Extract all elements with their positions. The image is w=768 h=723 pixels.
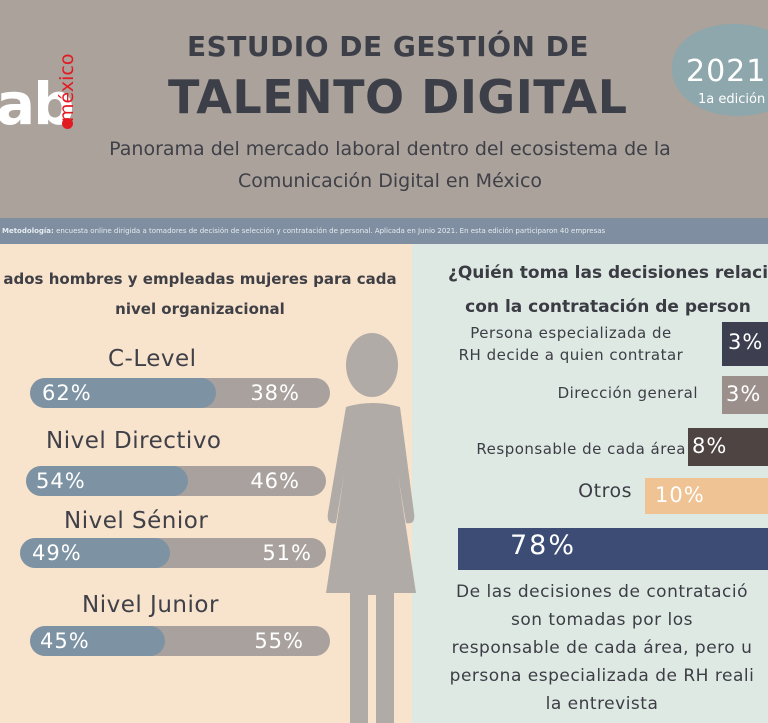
bar-segment-junior-first xyxy=(30,626,165,656)
bar-segment-directivo-first xyxy=(26,466,188,496)
highlight-bar xyxy=(458,528,768,570)
gender-bar-directivo: 54% 46% xyxy=(26,466,326,496)
methodology-label: Metodología: xyxy=(2,227,54,235)
edition-badge xyxy=(672,24,768,116)
pct-c-level-second: 38% xyxy=(250,381,300,405)
decision-label-otros: Otros xyxy=(578,480,632,502)
highlight-value: 78% xyxy=(510,530,577,561)
woman-silhouette-icon xyxy=(326,333,416,723)
pct-senior-first: 49% xyxy=(32,541,82,565)
caption-line-5: la entrevista xyxy=(545,694,659,714)
badge-year: 2021 xyxy=(686,54,767,89)
logo-dot-icon xyxy=(62,118,73,129)
header-banner xyxy=(0,0,768,218)
subtitle-line-1: Panorama del mercado laboral dentro del … xyxy=(109,138,671,160)
decision-value-rh: 3% xyxy=(728,330,764,354)
caption-line-4: persona especializada de RH reali xyxy=(449,666,755,686)
decision-value-otros: 10% xyxy=(655,483,705,507)
title-line-1: ESTUDIO DE GESTIÓN DE xyxy=(186,30,590,63)
gender-bar-senior: 49% 51% xyxy=(20,538,326,568)
decision-bar-responsable: 8% xyxy=(688,428,768,466)
caption-line-1: De las decisiones de contratació xyxy=(456,582,748,602)
gender-bar-c-level: 62% 38% xyxy=(30,378,330,408)
methodology-strip: Metodología: encuesta online dirigida a … xyxy=(0,218,768,244)
pct-directivo-first: 54% xyxy=(36,469,86,493)
methodology-text: encuesta online dirigida a tomadores de … xyxy=(53,227,606,235)
decision-label-rh: Persona especializada de RH decide a qui… xyxy=(440,322,702,366)
badge-edition: 1a edición xyxy=(698,92,766,107)
title-line-2: TALENTO DIGITAL xyxy=(168,70,628,124)
decision-label-rh-line-1: Persona especializada de xyxy=(470,324,672,342)
level-label-senior: Nivel Sénior xyxy=(64,508,209,534)
decision-label-direccion: Dirección general xyxy=(557,384,698,402)
decision-bar-otros: 10% xyxy=(645,478,768,514)
decision-value-direccion: 3% xyxy=(726,382,762,406)
decision-label-responsable: Responsable de cada área xyxy=(476,440,686,458)
level-label-directivo: Nivel Directivo xyxy=(46,428,222,454)
pct-directivo-second: 46% xyxy=(250,469,300,493)
gender-chart-title-line-1: ados hombres y empleadas mujeres para ca… xyxy=(3,270,397,288)
caption-line-3: responsable de cada área, pero u xyxy=(451,638,753,658)
gender-chart-title-line-2: nivel organizacional xyxy=(115,300,285,318)
decision-bar-rh: 3% xyxy=(722,322,768,366)
bar-segment-c-level-first xyxy=(30,378,216,408)
pct-c-level-first: 62% xyxy=(42,381,92,405)
gender-chart-title: ados hombres y empleadas mujeres para ca… xyxy=(0,264,400,324)
highlight-caption: De las decisiones de contratació son tom… xyxy=(416,578,768,718)
caption-line-2: son tomadas por los xyxy=(510,610,693,630)
decision-label-rh-line-2: RH decide a quien contratar xyxy=(458,346,684,364)
decision-chart-title: ¿Quién toma las decisiones relaci con la… xyxy=(438,256,768,324)
bar-segment-senior-first xyxy=(20,538,170,568)
subtitle-line-2: Comunicación Digital en México xyxy=(237,170,543,192)
subtitle: Panorama del mercado laboral dentro del … xyxy=(80,133,700,197)
level-label-c-level: C-Level xyxy=(108,346,197,372)
decision-chart-title-line-1: ¿Quién toma las decisiones relaci xyxy=(447,263,768,283)
decision-value-responsable: 8% xyxy=(692,434,728,458)
decision-bar-direccion: 3% xyxy=(722,376,768,414)
gender-bar-junior: 45% 55% xyxy=(30,626,330,656)
decision-chart-title-line-2: con la contratación de person xyxy=(465,297,751,317)
pct-junior-first: 45% xyxy=(40,629,90,653)
pct-senior-second: 51% xyxy=(262,541,312,565)
pct-junior-second: 55% xyxy=(254,629,304,653)
level-label-junior: Nivel Junior xyxy=(82,592,219,618)
